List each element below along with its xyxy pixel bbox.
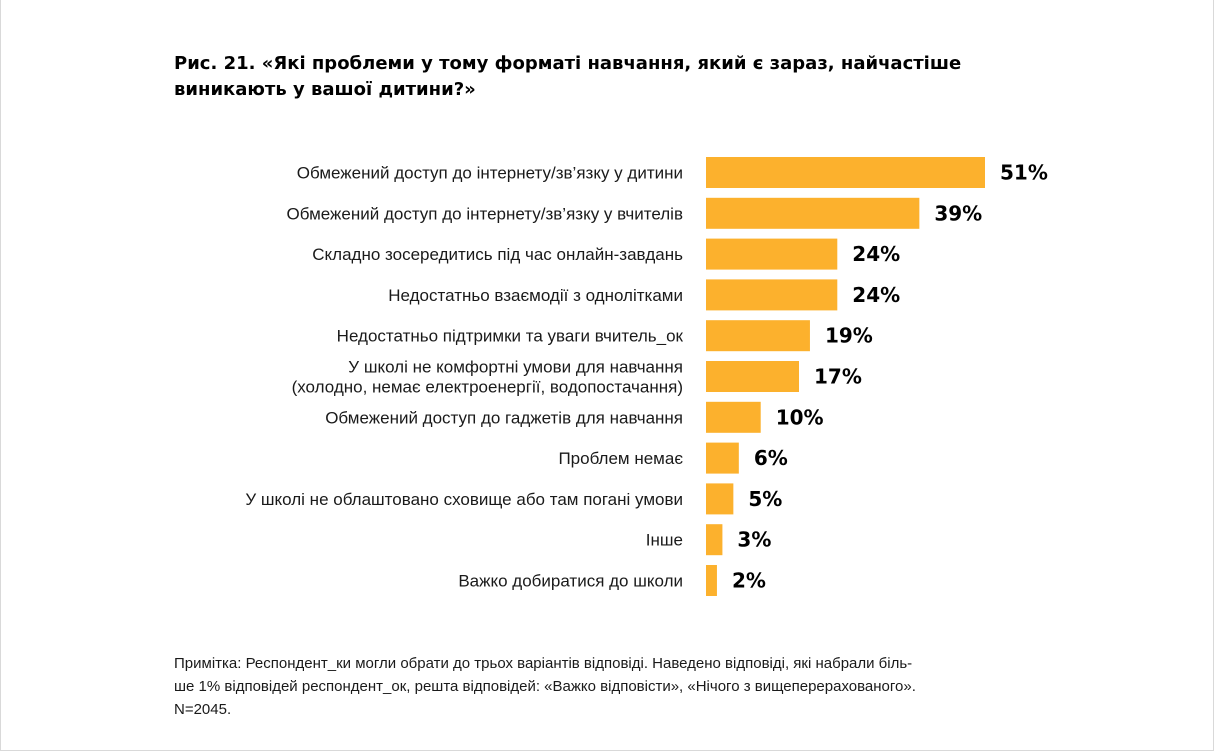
data-label: 51% xyxy=(1000,161,1048,185)
category-label: (холодно, немає електроенергії, водопост… xyxy=(292,378,683,397)
note-line: ше 1% відповідей респондент_ок, решта ві… xyxy=(174,678,916,695)
category-label: Недостатньо взаємодії з однолітками xyxy=(388,286,683,305)
data-label: 39% xyxy=(934,201,982,225)
category-label: Обмежений доступ до гаджетів для навчанн… xyxy=(325,408,683,427)
bar-chart: 51% Обмежений доступ до інтернету/зв’язку… xyxy=(245,157,1048,596)
data-label: 24% xyxy=(852,242,900,266)
data-label: 2% xyxy=(732,569,766,593)
category-label: Проблем немає xyxy=(558,449,683,468)
note-line: N=2045. xyxy=(174,701,232,718)
data-label: 17% xyxy=(814,365,862,389)
bar xyxy=(706,197,920,229)
category-label: Складно зосередитись під час онлайн-завд… xyxy=(312,245,683,264)
category-label: Інше xyxy=(646,531,683,550)
bar xyxy=(706,401,761,433)
bar xyxy=(706,157,985,188)
category-label: Обмежений доступ до інтернету/зв’язку у … xyxy=(286,204,683,223)
data-label: 3% xyxy=(737,528,771,552)
data-label: 5% xyxy=(748,487,782,511)
category-label: Обмежений доступ до інтернету/зв’язку у … xyxy=(297,164,683,183)
bar xyxy=(706,565,717,596)
category-label: Важко добиратися до школи xyxy=(458,572,683,591)
note-line: Примітка: Респондент_ки могли обрати до … xyxy=(174,655,913,672)
bar xyxy=(706,238,838,270)
chart-title: Рис. 21. «Які проблеми у тому форматі на… xyxy=(174,53,962,100)
bar xyxy=(706,442,739,474)
chart-note: Примітка: Респондент_ки могли обрати до … xyxy=(174,652,1064,721)
category-label: У школі не облаштовано сховище або там п… xyxy=(245,490,683,509)
bar xyxy=(706,483,734,515)
data-label: 19% xyxy=(825,324,873,348)
bar xyxy=(706,524,723,556)
data-label: 6% xyxy=(754,446,788,470)
category-label: Недостатньо підтримки та уваги вчитель_о… xyxy=(337,327,684,346)
bar xyxy=(706,279,838,311)
bar xyxy=(706,320,810,352)
data-label: 24% xyxy=(852,283,900,307)
bar xyxy=(706,361,799,392)
data-label: 10% xyxy=(776,405,824,429)
category-label: У школі не комфортні умови для навчання xyxy=(348,358,683,377)
